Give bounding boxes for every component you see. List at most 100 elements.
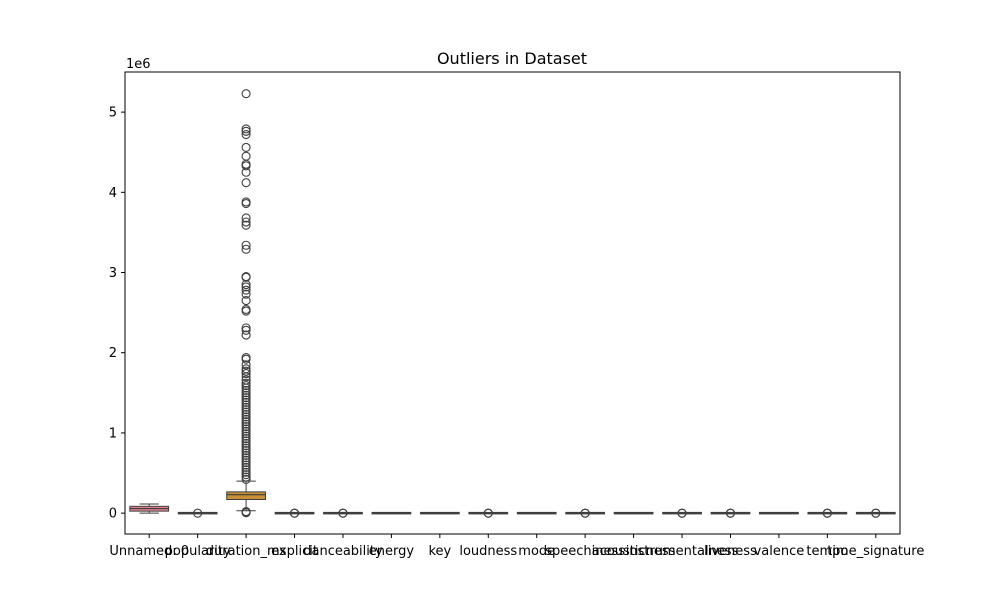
outlier-point [725, 508, 736, 518]
outlier-point [241, 407, 251, 417]
outlier-point [241, 272, 251, 282]
outlier-point [241, 381, 251, 391]
x-tick-label: danceability [303, 544, 383, 559]
plot-area: 0 1 2 3 4 5 Unnamed: 0popularityduration_msexp… [109, 89, 924, 559]
chart-title: Outliers in Dataset [437, 49, 587, 68]
outlier-point [241, 282, 251, 292]
outlier-point [338, 508, 348, 518]
outlier-point [241, 167, 251, 177]
outlier-point [241, 280, 251, 290]
outlier-point [241, 438, 251, 448]
outlier-point [241, 126, 251, 136]
x-tick-label: Unnamed: 0 [109, 544, 189, 559]
outlier-point [241, 393, 251, 403]
outlier-point [241, 390, 251, 400]
outlier-point [241, 178, 251, 188]
outlier-point [241, 419, 251, 429]
outlier-point [241, 142, 251, 152]
outlier-point [241, 289, 251, 299]
outlier-point [241, 441, 251, 451]
outlier-point [241, 436, 251, 446]
outlier-point [241, 450, 251, 460]
y-tick-label: 3 [109, 266, 117, 281]
outlier-point [241, 429, 251, 439]
outlier-point [241, 417, 251, 427]
y-offset-label: 1e6 [126, 57, 151, 72]
outlier-point [241, 412, 251, 422]
outlier-point [193, 508, 203, 518]
outlier-point [241, 378, 251, 388]
outlier-point [241, 213, 251, 223]
outlier-point [241, 402, 251, 412]
outlier-point [241, 330, 251, 340]
outlier-point [241, 372, 251, 382]
outlier-point [241, 395, 251, 405]
x-tick-label: speechiness [545, 544, 625, 559]
outlier-point [241, 130, 251, 140]
outlier-point [580, 508, 590, 518]
x-tick-label: valence [754, 544, 805, 559]
box [226, 491, 266, 501]
outlier-point [241, 360, 251, 370]
x-tick-label: instrumentalness [626, 544, 739, 559]
x-tick-label: mode [518, 544, 555, 559]
outlier-point [289, 508, 300, 518]
outlier-point [241, 421, 251, 432]
outlier-point [241, 458, 251, 468]
x-tick-label: tempo [806, 544, 848, 559]
outlier-point [241, 455, 251, 465]
outlier-point [241, 198, 251, 209]
outlier-point [241, 426, 251, 436]
outlier-point [241, 325, 251, 335]
outlier-point [241, 414, 251, 424]
outlier-point [241, 508, 251, 518]
x-tick-label: liveness [704, 544, 757, 559]
x-tick-label: time_signature [827, 544, 924, 559]
axes-frame [124, 71, 901, 535]
y-tick-label: 5 [109, 106, 117, 121]
outlier-point [677, 508, 687, 518]
outlier-point [241, 240, 251, 250]
x-tick-label: duration_ms [206, 544, 287, 559]
outlier-point [241, 366, 251, 376]
outlier-point [241, 462, 251, 472]
outlier-point [241, 89, 251, 99]
outlier-point [241, 434, 251, 444]
outlier-point [241, 161, 251, 171]
outlier-point [241, 296, 251, 306]
outlier-point [241, 385, 251, 395]
outlier-point [241, 369, 251, 379]
outlier-point [241, 448, 251, 458]
outlier-point [241, 323, 251, 333]
outlier-point [241, 460, 251, 470]
outlier-point [241, 424, 251, 434]
outlier-point [241, 397, 251, 408]
outlier-point [241, 217, 251, 227]
outlier-point [241, 244, 251, 254]
outlier-point [241, 472, 251, 482]
outlier-point [241, 443, 251, 453]
x-tick-label: explicit [271, 544, 318, 559]
x-tick-label: popularity [165, 544, 231, 559]
outlier-point [241, 383, 251, 393]
outlier-point [822, 508, 832, 518]
x-tick-label: acousticness [592, 544, 676, 559]
x-tick-label: key [428, 544, 451, 559]
outlier-point [241, 431, 251, 441]
x-tick-label: loudness [459, 544, 517, 559]
outlier-point [241, 474, 251, 485]
outlier-point [241, 306, 251, 316]
outlier-point [241, 354, 251, 364]
outlier-point [241, 220, 251, 230]
outlier-point [241, 467, 251, 477]
outlier-point [241, 409, 251, 420]
y-tick-label: 2 [109, 346, 117, 361]
outlier-point [241, 388, 251, 398]
y-tick-label: 1 [109, 426, 117, 441]
x-tick-label: energy [369, 544, 415, 559]
outlier-point [241, 405, 251, 415]
outlier-point [871, 508, 881, 518]
outlier-point [241, 285, 251, 295]
